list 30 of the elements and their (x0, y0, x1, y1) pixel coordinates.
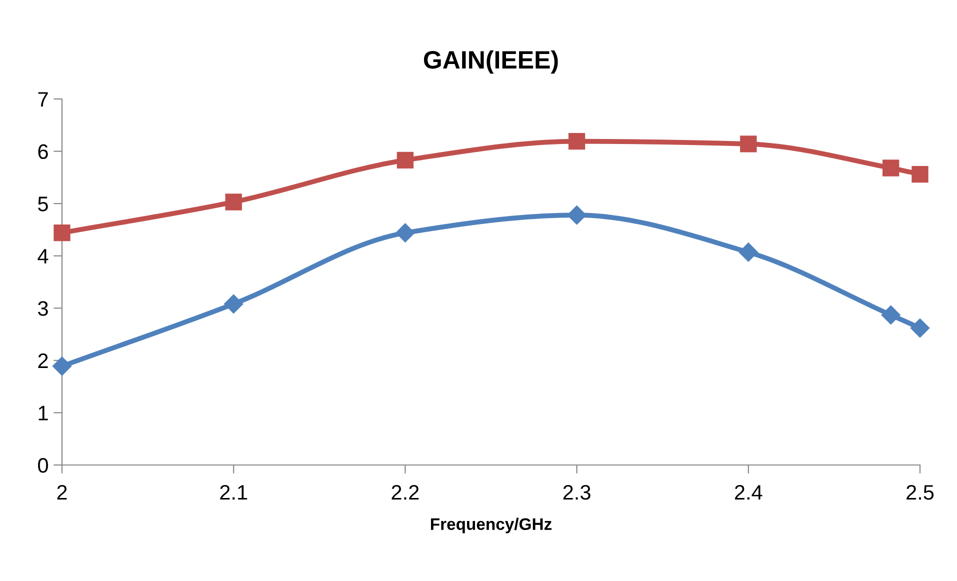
point (910, 318, 930, 338)
point (738, 242, 758, 262)
point (52, 356, 72, 376)
chart-title: GAIN(IEEE) (424, 50, 558, 74)
y-tick-label: 6 (38, 144, 48, 160)
y-tick-label: 4 (38, 249, 48, 264)
point (224, 294, 244, 314)
point (912, 166, 928, 183)
point (881, 305, 900, 324)
y-tick-label: 0 (38, 458, 48, 473)
point (225, 194, 242, 210)
x-axis-title: Frequency/GHz (430, 518, 552, 534)
point (568, 133, 586, 150)
x-tick-label: 2.2 (392, 484, 419, 500)
y-tick-label: 3 (38, 301, 48, 316)
x-tick-label: 2.1 (220, 484, 248, 500)
x-tick-label: 2.3 (563, 484, 590, 500)
y-tick-label: 1 (38, 406, 48, 420)
point (396, 223, 415, 242)
x-tick-label: 2 (57, 484, 67, 500)
x-tick-label: 2.4 (734, 484, 762, 500)
y-tick-label: 2 (38, 353, 48, 368)
point (740, 136, 757, 152)
y-tick-label: 5 (38, 196, 48, 212)
x-tick-label: 2.5 (906, 484, 934, 500)
y-tick-label: 7 (38, 92, 48, 107)
point (567, 206, 586, 225)
point (396, 152, 414, 169)
point (882, 160, 900, 176)
point (54, 224, 70, 242)
